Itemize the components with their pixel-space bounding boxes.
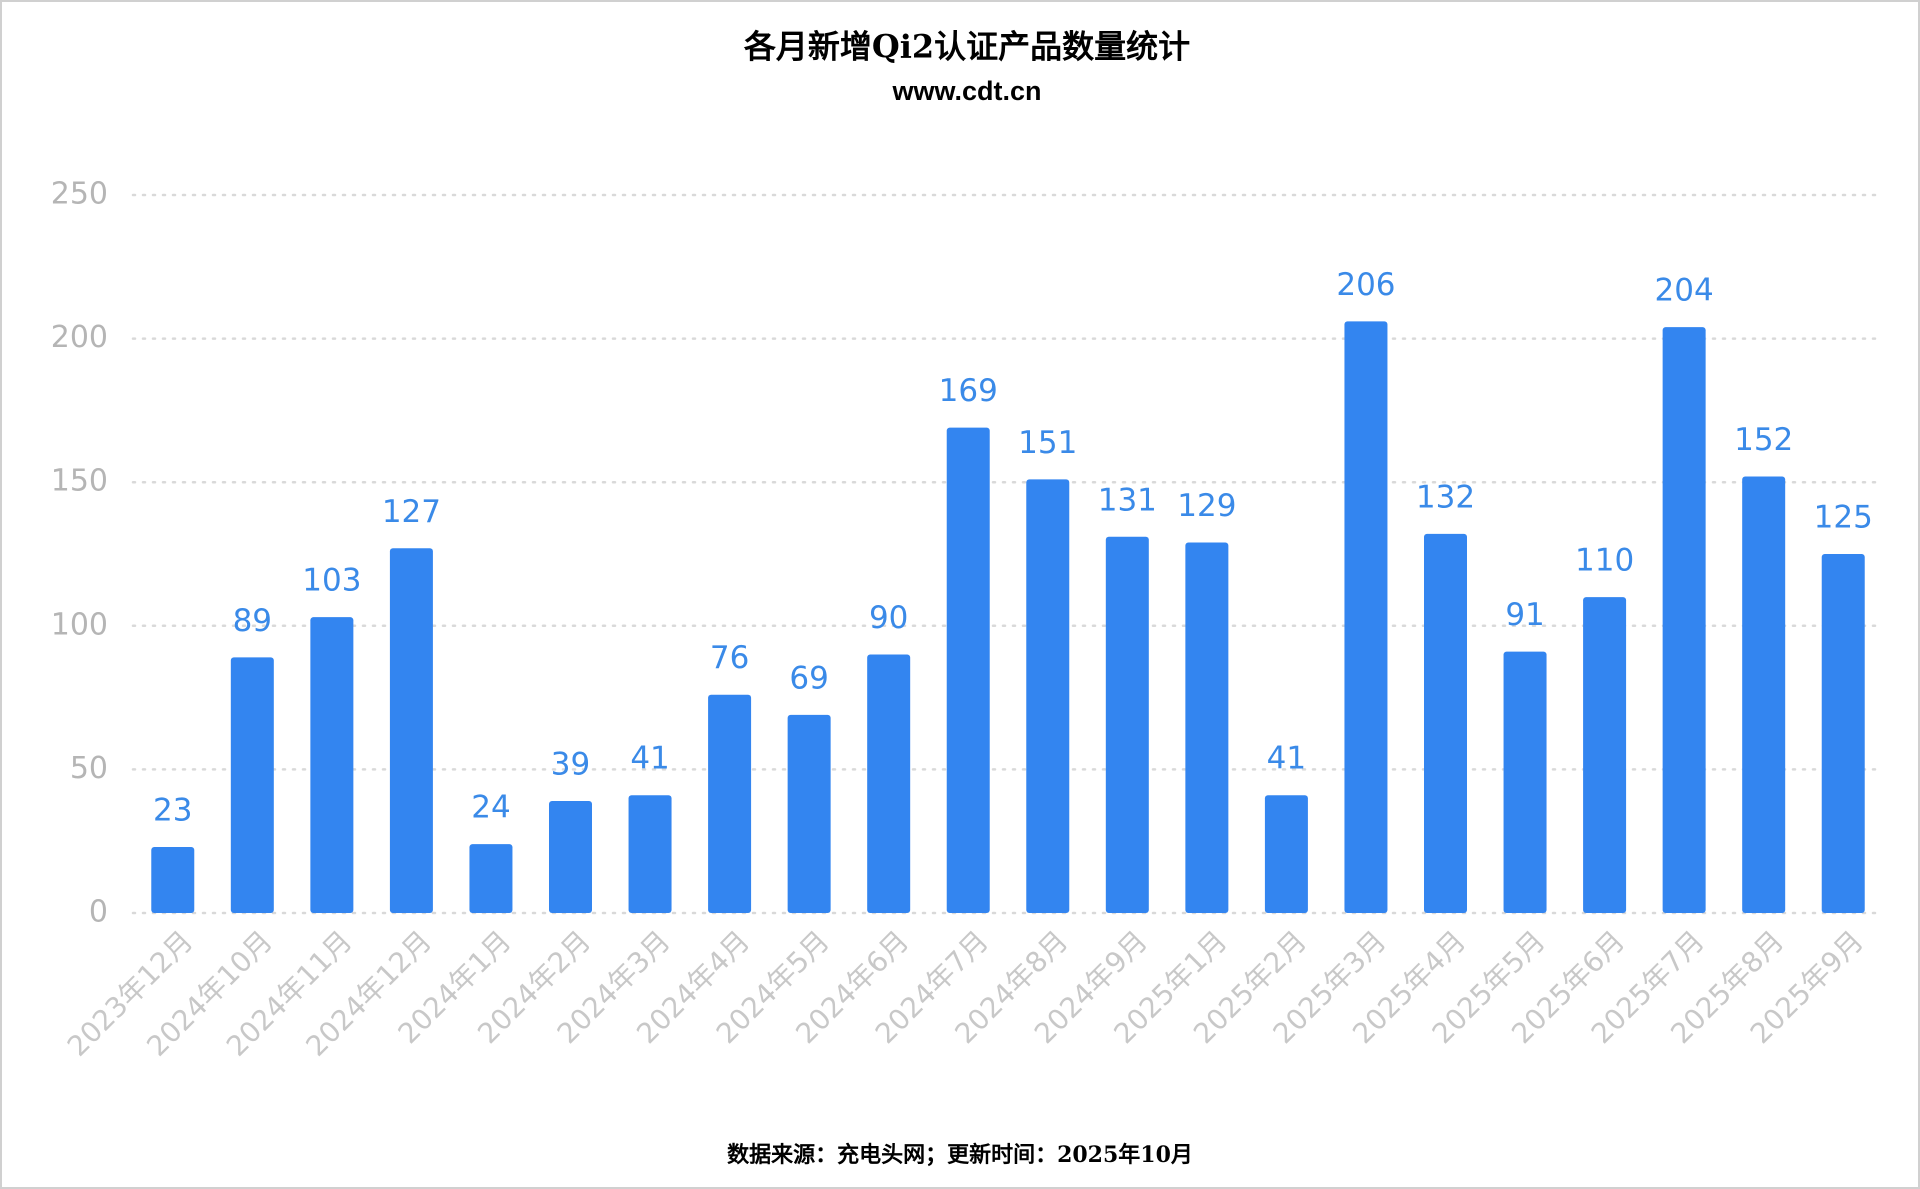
bar — [867, 654, 911, 913]
bar — [1662, 327, 1706, 913]
bar — [708, 694, 752, 913]
y-tick-label: 150 — [51, 464, 108, 499]
bar — [310, 617, 354, 913]
y-tick-label: 0 — [89, 895, 108, 930]
bar — [230, 657, 274, 913]
value-label: 151 — [1018, 425, 1077, 461]
value-label: 39 — [551, 746, 590, 782]
y-tick-label: 250 — [51, 177, 108, 212]
bar — [1503, 651, 1547, 913]
value-label: 24 — [471, 790, 510, 826]
value-label: 89 — [233, 603, 272, 639]
value-label: 41 — [1267, 741, 1306, 777]
y-tick-label: 200 — [51, 320, 108, 355]
value-label: 91 — [1505, 597, 1544, 633]
value-label: 127 — [382, 494, 441, 530]
bar — [1344, 321, 1388, 913]
source-note: 数据来源：充电头网；更新时间：2025年10月 — [727, 1142, 1193, 1168]
value-label: 41 — [630, 741, 669, 777]
bar — [628, 795, 672, 913]
value-label: 125 — [1814, 500, 1873, 536]
value-label: 204 — [1655, 273, 1714, 309]
bar — [1821, 554, 1865, 913]
value-label: 76 — [710, 640, 749, 676]
value-label: 169 — [939, 373, 998, 409]
value-label: 152 — [1734, 422, 1793, 458]
value-label: 69 — [789, 660, 828, 696]
bar — [946, 427, 990, 913]
value-label: 103 — [302, 563, 361, 599]
y-tick-label: 50 — [70, 751, 108, 786]
bar — [1026, 479, 1070, 913]
value-label: 132 — [1416, 479, 1475, 515]
value-label: 23 — [153, 792, 192, 828]
chart-title: 各月新增Qi2认证产品数量统计 — [744, 28, 1190, 66]
chart-subtitle: www.cdt.cn — [891, 76, 1041, 106]
bar — [151, 846, 195, 913]
bar — [1264, 795, 1308, 913]
y-tick-label: 100 — [51, 607, 108, 642]
bar — [1424, 533, 1467, 913]
bar — [1742, 476, 1786, 913]
bar — [549, 800, 592, 913]
bar — [1583, 597, 1627, 913]
bar — [389, 548, 433, 913]
value-label: 206 — [1336, 267, 1395, 303]
bar — [1185, 542, 1229, 913]
bar — [787, 714, 831, 913]
bar — [469, 844, 513, 913]
value-label: 129 — [1177, 488, 1236, 524]
value-label: 90 — [869, 600, 908, 636]
bar — [1105, 536, 1149, 913]
value-label: 131 — [1098, 482, 1157, 518]
value-label: 110 — [1575, 543, 1634, 579]
